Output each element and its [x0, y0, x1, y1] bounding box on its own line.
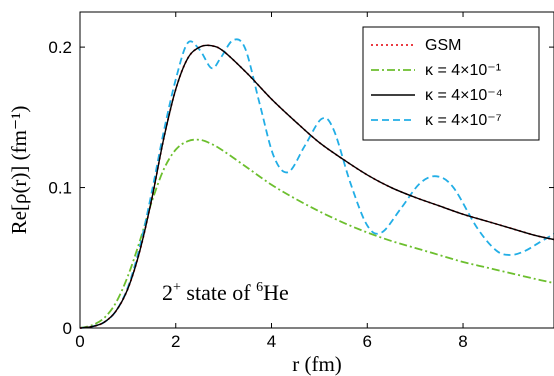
y-tick-label: 0.1 — [48, 179, 72, 198]
plot-frame — [79, 11, 554, 329]
legend-label-1: κ = 4×10⁻¹ — [425, 62, 501, 79]
annotation-sup: + — [173, 280, 181, 295]
legend-label-2: κ = 4×10⁻⁴ — [425, 87, 503, 104]
x-axis-label: r (fm) — [292, 352, 342, 376]
legend-box — [362, 26, 540, 141]
state-annotation: 2+ state of 6He — [162, 280, 289, 305]
annotation-base: 2 — [162, 280, 173, 305]
series-line-2 — [79, 44, 554, 329]
y-axis-label: Re[ρ(r)] (fm⁻¹) — [7, 106, 31, 235]
x-tick-label: 2 — [171, 332, 180, 351]
series-line-3 — [79, 38, 554, 329]
x-tick-label: 0 — [75, 332, 84, 351]
legend: GSM κ = 4×10⁻¹ κ = 4×10⁻⁴ κ = 4×10⁻⁷ — [362, 26, 540, 141]
series-line-1 — [79, 138, 554, 329]
y-tick-label: 0 — [63, 319, 72, 338]
annotation-pre-sup: 6 — [256, 280, 263, 295]
legend-label-3: κ = 4×10⁻⁷ — [425, 112, 502, 129]
annotation-tail: He — [263, 280, 289, 305]
y-tick-label: 0.2 — [48, 38, 72, 57]
annotation-mid: state of — [181, 280, 256, 305]
x-tick-label: 8 — [458, 332, 467, 351]
legend-label-0: GSM — [425, 37, 461, 54]
x-tick-label: 4 — [267, 332, 276, 351]
x-tick-label: 6 — [363, 332, 372, 351]
